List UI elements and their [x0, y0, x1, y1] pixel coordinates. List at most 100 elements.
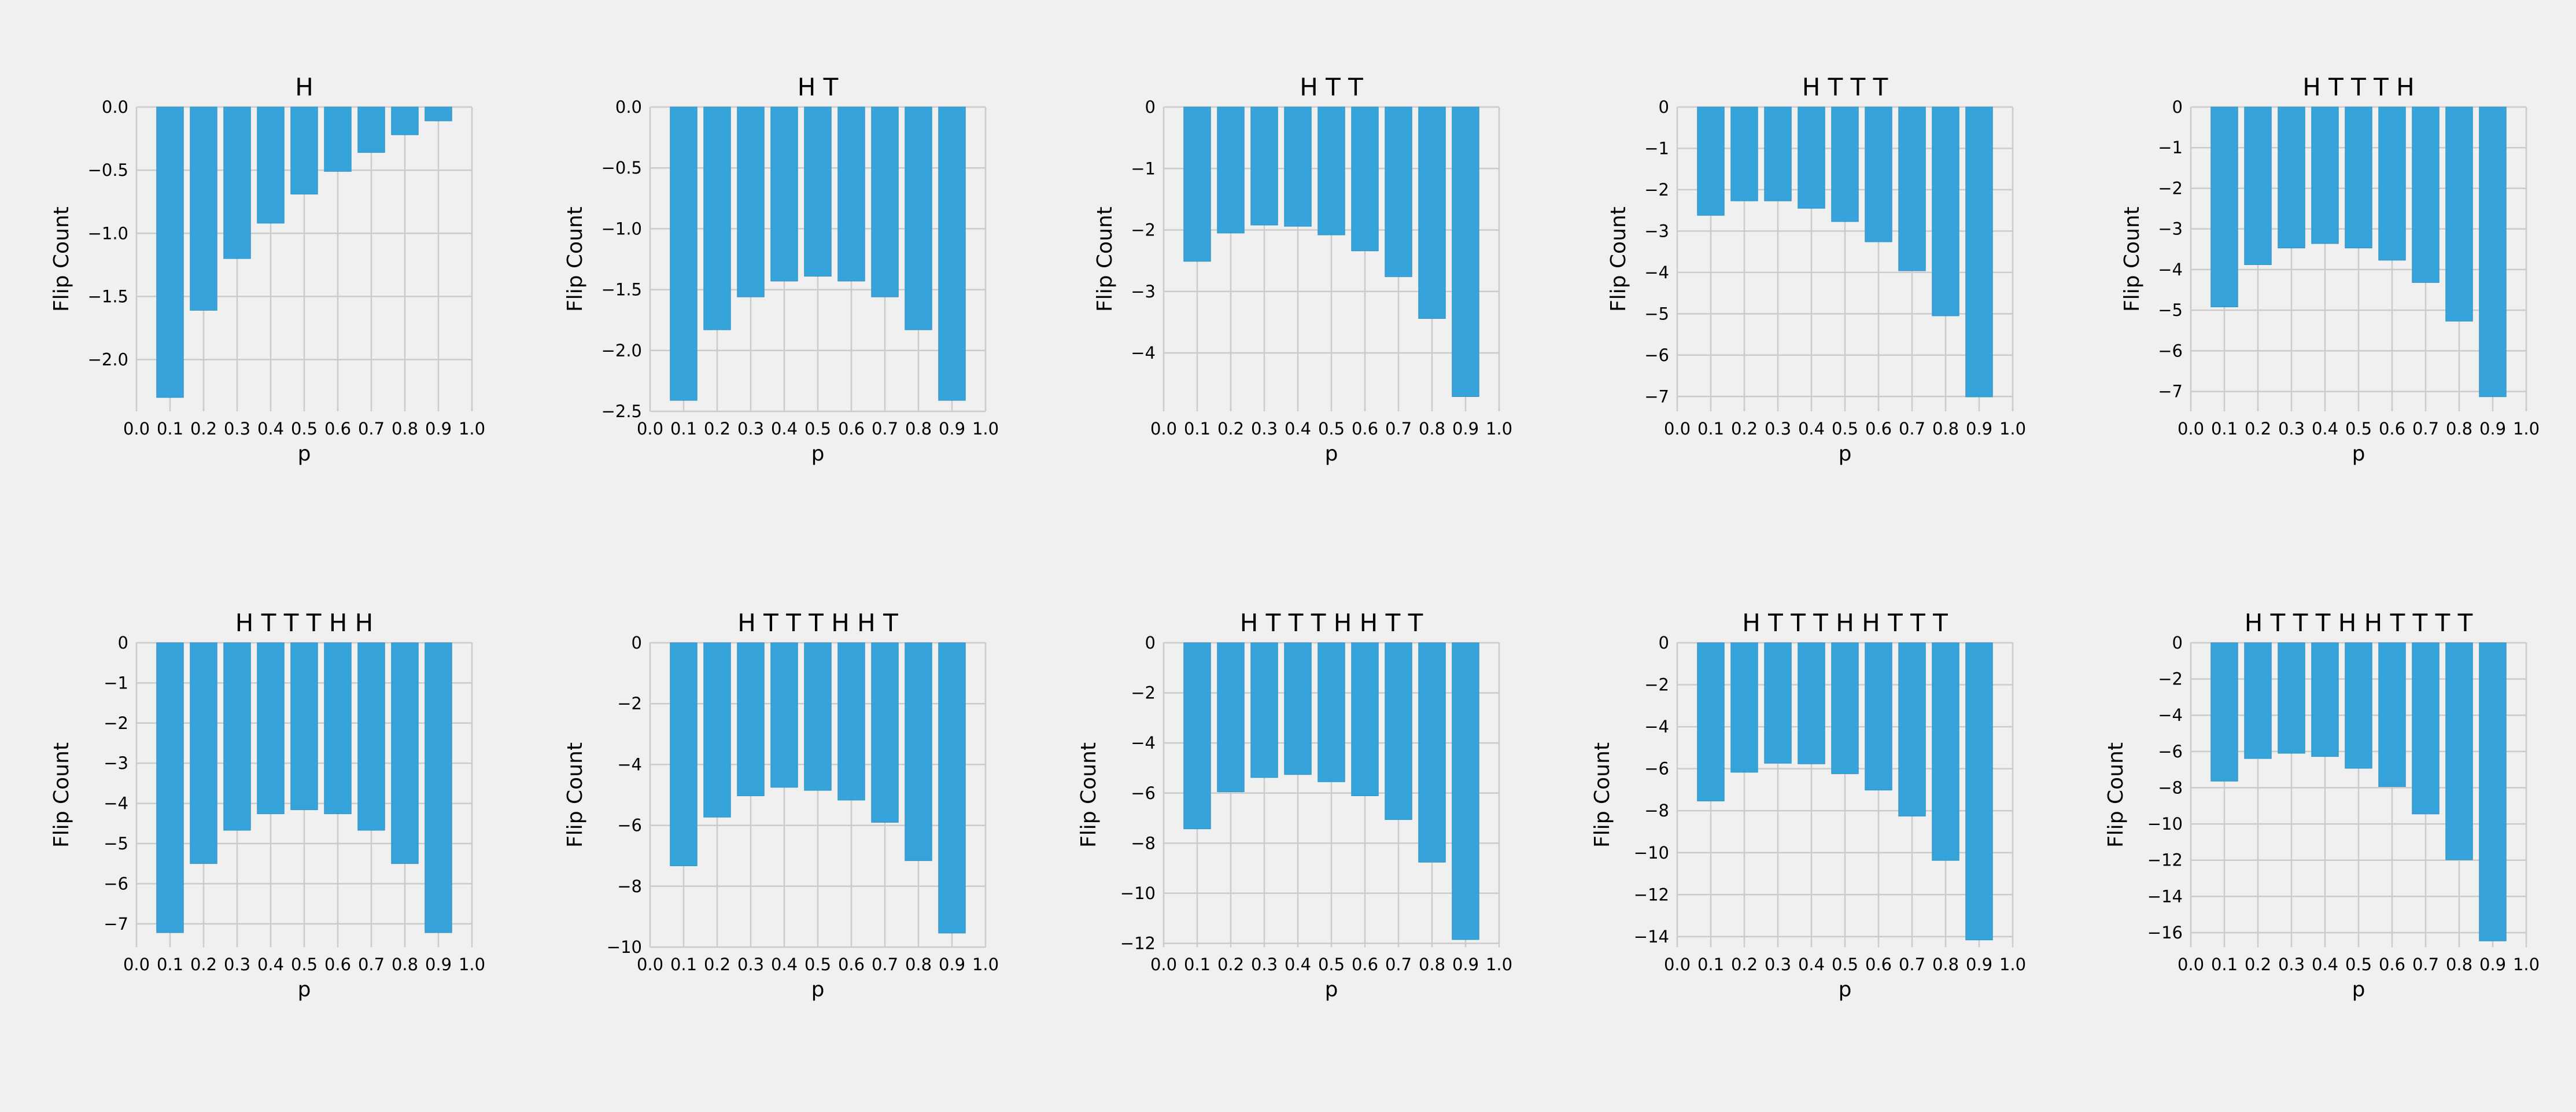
- x-tick-label: 0.3: [1251, 955, 1278, 974]
- bar: [391, 106, 419, 135]
- x-tick-label: 0.3: [2278, 955, 2305, 974]
- y-axis-label: Flip Count: [1607, 207, 1630, 312]
- bar: [670, 106, 697, 401]
- bar: [425, 106, 452, 121]
- x-tick-label: 0.3: [737, 419, 764, 439]
- bar: [938, 106, 966, 401]
- x-tick-label: 0.4: [1798, 419, 1825, 439]
- x-tick-label: 0.1: [2211, 955, 2238, 974]
- x-tick-label: 1.0: [1999, 955, 2026, 974]
- y-tick-label: −2: [1644, 675, 1669, 695]
- subplot-title: H T T T H H T T T T: [2245, 609, 2473, 637]
- x-tick-label: 0.6: [2379, 419, 2405, 439]
- x-tick-label: 0.4: [771, 419, 798, 439]
- bar: [1697, 642, 1725, 802]
- bar: [2378, 106, 2406, 261]
- y-axis-label: Flip Count: [1077, 742, 1101, 848]
- bar: [1351, 106, 1379, 252]
- y-tick-label: −12: [1120, 934, 1156, 953]
- bar: [737, 642, 765, 797]
- y-tick-label: −2: [1131, 220, 1156, 240]
- x-tick-label: 0.5: [2345, 419, 2372, 439]
- y-tick-label: −5: [1644, 304, 1669, 323]
- bar: [2345, 106, 2372, 249]
- x-tick-label: 0.7: [1899, 955, 1925, 974]
- bar: [1730, 642, 1758, 773]
- bar: [1385, 106, 1412, 277]
- x-tick-label: 0.8: [905, 955, 932, 974]
- x-tick-label: 0.8: [1932, 955, 1959, 974]
- x-axis-label: p: [1325, 978, 1338, 1001]
- subplot-9: 0.0 0.1 0.2 0.3 0.4 0.5 0.6 0.7 0.8 0.9 1.0 0 −2 −4 −6…: [1590, 609, 2026, 1001]
- y-tick-label: 0: [1145, 97, 1156, 117]
- subplot-5: 0.0 0.1 0.2 0.3 0.4 0.5 0.6 0.7 0.8 0.9 1.0 0 −1 −2 −3…: [2120, 73, 2540, 466]
- bar: [357, 642, 385, 831]
- x-tick-label: 0.1: [670, 419, 697, 439]
- x-tick-label: 0.6: [1352, 955, 1378, 974]
- bar: [1898, 106, 1926, 271]
- x-tick-label: 0.2: [190, 419, 217, 439]
- subplot-title: H T T T H H T T T: [1742, 609, 1948, 637]
- x-tick-label: 1.0: [1486, 419, 1512, 439]
- y-axis-label: Flip Count: [2120, 207, 2144, 312]
- y-tick-label: −2: [104, 713, 128, 733]
- bar: [770, 642, 798, 788]
- y-tick-label: −6: [1644, 345, 1669, 365]
- x-tick-label: 0.0: [1150, 419, 1177, 439]
- bar: [1965, 106, 1993, 397]
- y-tick-label: 0: [118, 633, 128, 653]
- x-tick-label: 0.6: [1865, 419, 1892, 439]
- subplot-4: 0.0 0.1 0.2 0.3 0.4 0.5 0.6 0.7 0.8 0.9 1.0 0 −1 −2 −3…: [1607, 73, 2026, 466]
- bar: [2479, 106, 2507, 397]
- y-tick-label: −4: [104, 794, 128, 813]
- x-tick-label: 0.8: [392, 419, 418, 439]
- bar: [1452, 642, 1479, 940]
- x-tick-label: 0.9: [2479, 419, 2506, 439]
- x-tick-label: 0.3: [2278, 419, 2305, 439]
- x-tick-label: 0.9: [2479, 955, 2506, 974]
- x-tick-label: 0.9: [939, 419, 965, 439]
- x-tick-label: 0.5: [804, 955, 831, 974]
- bar: [2311, 642, 2339, 757]
- y-tick-label: −2: [1644, 180, 1669, 200]
- bar: [1697, 106, 1725, 216]
- bar: [1764, 642, 1792, 764]
- bar: [1932, 106, 1959, 316]
- x-tick-label: 0.0: [123, 419, 150, 439]
- x-tick-label: 0.1: [2211, 419, 2238, 439]
- x-axis-label: p: [1839, 442, 1852, 466]
- bar: [257, 642, 285, 815]
- bar: [1317, 106, 1345, 235]
- bar: [1217, 106, 1245, 234]
- x-tick-label: 0.9: [1452, 419, 1479, 439]
- y-tick-label: 0: [2172, 633, 2183, 653]
- x-tick-label: 0.2: [190, 955, 217, 974]
- x-tick-label: 0.1: [1184, 955, 1211, 974]
- y-tick-label: −8: [617, 877, 642, 896]
- subplot-6: 0.0 0.1 0.2 0.3 0.4 0.5 0.6 0.7 0.8 0.9 1.0 0 −1 −2 −3…: [50, 609, 485, 1001]
- x-tick-label: 1.0: [1486, 955, 1512, 974]
- y-tick-label: −7: [1644, 386, 1669, 406]
- x-tick-label: 0.4: [2312, 419, 2338, 439]
- bar: [905, 642, 932, 861]
- x-tick-label: 0.7: [872, 955, 898, 974]
- x-tick-label: 0.8: [1419, 955, 1445, 974]
- bar: [1183, 106, 1211, 262]
- subplot-1: 0.0 0.1 0.2 0.3 0.4 0.5 0.6 0.7 0.8 0.9 1.0 0.0 −0.5…: [50, 73, 485, 466]
- y-tick-label: −6: [1131, 783, 1156, 803]
- bar: [2244, 106, 2272, 265]
- bar: [2311, 106, 2339, 244]
- bar: [804, 642, 832, 791]
- y-tick-label: −14: [1634, 927, 1669, 947]
- y-tick-label: −8: [1131, 833, 1156, 853]
- bar: [871, 106, 899, 297]
- bar: [2210, 642, 2238, 782]
- y-tick-label: −6: [104, 874, 128, 893]
- y-tick-label: −0.5: [601, 158, 642, 178]
- x-tick-label: 0.5: [1318, 419, 1345, 439]
- subplot-3: 0.0 0.1 0.2 0.3 0.4 0.5 0.6 0.7 0.8 0.9 1.0 0 −1 −2 −3…: [1093, 73, 1512, 466]
- x-tick-label: 0.3: [224, 419, 250, 439]
- y-axis-label: Flip Count: [50, 742, 73, 848]
- y-tick-label: −2.5: [601, 402, 642, 421]
- x-tick-label: 0.7: [358, 419, 385, 439]
